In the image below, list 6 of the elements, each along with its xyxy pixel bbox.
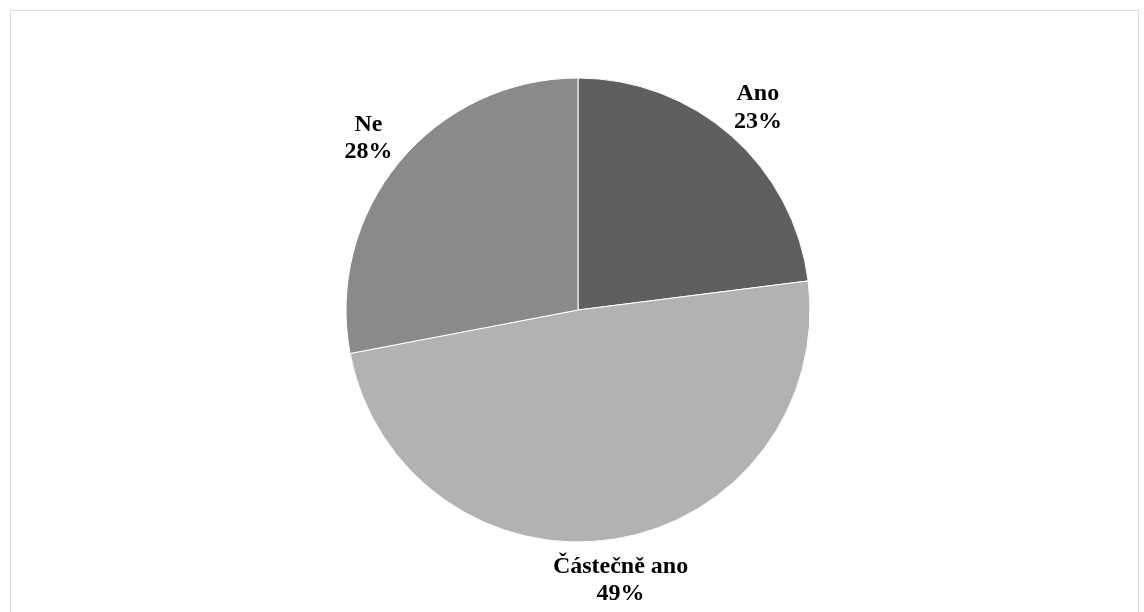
slice-label: Částečně ano — [552, 551, 689, 578]
data-label: 23% — [733, 106, 782, 133]
slice-label: Ne — [354, 109, 383, 136]
slice-label: Ano — [736, 78, 780, 105]
data-label: 28% — [344, 137, 393, 164]
data-label: 49% — [596, 579, 645, 606]
